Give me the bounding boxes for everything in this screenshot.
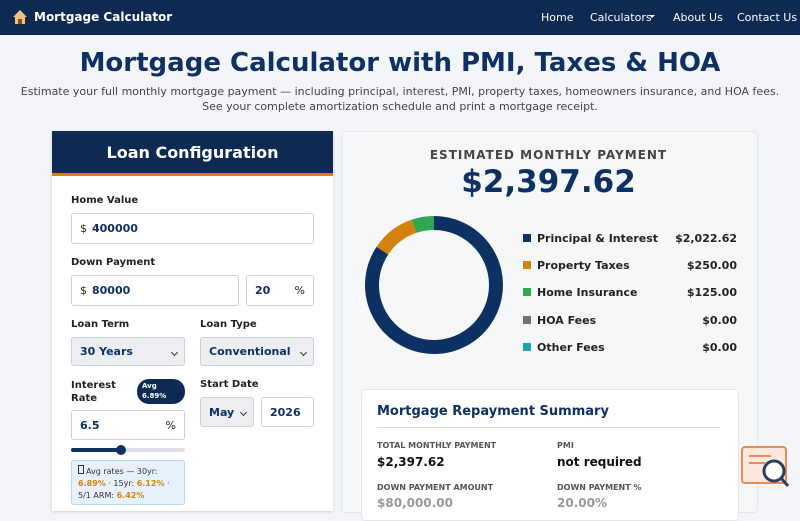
donut-segment: [411, 216, 435, 234]
legend-label: Home Insurance: [537, 286, 638, 300]
month-select[interactable]: May: [200, 397, 254, 427]
summary-value: $80,000.00: [377, 496, 453, 510]
caret: [649, 15, 655, 21]
note-text: Avg rates — 30yr:: [86, 467, 158, 476]
note-rate: 6.89%: [78, 479, 106, 488]
legend-swatch: [523, 288, 531, 297]
legend-swatch: [523, 315, 531, 324]
legend-swatch: [523, 234, 531, 242]
label: Start Date: [200, 379, 259, 390]
subtitle: See your complete amortization schedule …: [202, 100, 598, 113]
summary-value: not required: [557, 455, 642, 469]
note-rate: 6.12%: [136, 479, 165, 488]
donut-segment: [376, 219, 417, 255]
summary-value: $2,397.62: [377, 455, 445, 469]
value: 80000: [92, 284, 131, 297]
suffix: %: [294, 284, 305, 297]
label: Home Value: [71, 195, 139, 206]
note-icon: [78, 465, 84, 474]
brand[interactable]: Mortgage Calculator: [34, 10, 173, 24]
value: 20: [255, 284, 271, 297]
navbar: [0, 0, 800, 35]
summary-label: DOWN PAYMENT AMOUNT: [377, 483, 494, 492]
rate-note: Avg rates — 30yr: 6.89% · 15yr: 6.12% · …: [71, 460, 185, 505]
note-text: · 15yr:: [108, 479, 135, 488]
slider-thumb[interactable]: [116, 445, 126, 455]
slider-fill: [71, 448, 121, 452]
label: Down Payment: [71, 257, 156, 268]
down-percent-input[interactable]: 20%: [246, 275, 314, 306]
value: 400000: [92, 222, 138, 235]
divider: [377, 427, 720, 428]
form-header: [52, 131, 333, 176]
widget-icon[interactable]: [741, 446, 791, 490]
summary-title: Mortgage Repayment Summary: [377, 404, 609, 419]
legend-swatch: [523, 261, 531, 270]
nav-link[interactable]: Calculators: [590, 11, 652, 24]
legend-label: Principal & Interest: [537, 232, 659, 245]
legend-swatch: [523, 342, 531, 351]
suffix: %: [165, 418, 176, 432]
label: Interest Rate: [71, 380, 116, 404]
page: Mortgage Calculator Home Calculators Abo…: [0, 0, 800, 500]
prefix: $: [80, 222, 87, 235]
donut-segment: [365, 216, 503, 354]
home-value-input[interactable]: $400000: [71, 213, 314, 244]
legend-label: Property Taxes: [537, 259, 630, 273]
summary-value: 20.00%: [557, 496, 607, 510]
summary-label: PMI: [557, 441, 574, 450]
note-rate: 6.42%: [116, 491, 145, 500]
prefix: $: [80, 284, 87, 297]
results-total: $2,397.62: [461, 164, 636, 200]
subtitle: Estimate your full monthly mortgage paym…: [20, 85, 780, 98]
nav-link[interactable]: Contact Us: [737, 11, 798, 24]
legend-value: $125.00: [686, 286, 737, 300]
donut-chart: [365, 216, 503, 354]
home-icon: [13, 10, 27, 24]
legend-label: Other Fees: [537, 340, 605, 354]
legend-value: $2,022.62: [675, 232, 737, 245]
avg-badge: Avg 6.89%: [137, 379, 185, 404]
slider-track: [71, 448, 185, 452]
page-title: Mortgage Calculator with PMI, Taxes & HO…: [79, 48, 721, 78]
note-text: · 5/1 ARM:: [78, 479, 170, 500]
form-card: [52, 131, 333, 511]
loan-term-select[interactable]: 30 Years: [71, 337, 185, 366]
form-title: Loan Configuration: [106, 143, 279, 162]
loan-type-select[interactable]: Conventional: [200, 337, 314, 366]
badge-text: Avg: [142, 382, 157, 390]
summary-label: TOTAL MONTHLY PAYMENT: [377, 441, 497, 450]
nav-link[interactable]: About Us: [673, 11, 723, 24]
rate-input[interactable]: 6.5%: [71, 410, 185, 440]
year-input[interactable]: 2026: [261, 397, 314, 427]
label: Loan Term: [71, 319, 130, 330]
badge-text: 6.89%: [142, 392, 167, 400]
down-payment-input[interactable]: $80000: [71, 275, 239, 306]
legend-value: $0.00: [702, 313, 737, 327]
legend-label: HOA Fees: [537, 313, 597, 327]
nav-link[interactable]: Home: [541, 11, 574, 24]
value: 6.5: [80, 418, 100, 432]
results-label: ESTIMATED MONTHLY PAYMENT: [429, 148, 668, 162]
legend-value: $250.00: [686, 259, 737, 273]
summary-label: DOWN PAYMENT %: [557, 483, 642, 492]
legend-value: $0.00: [702, 340, 737, 354]
label: Loan Type: [200, 319, 257, 330]
